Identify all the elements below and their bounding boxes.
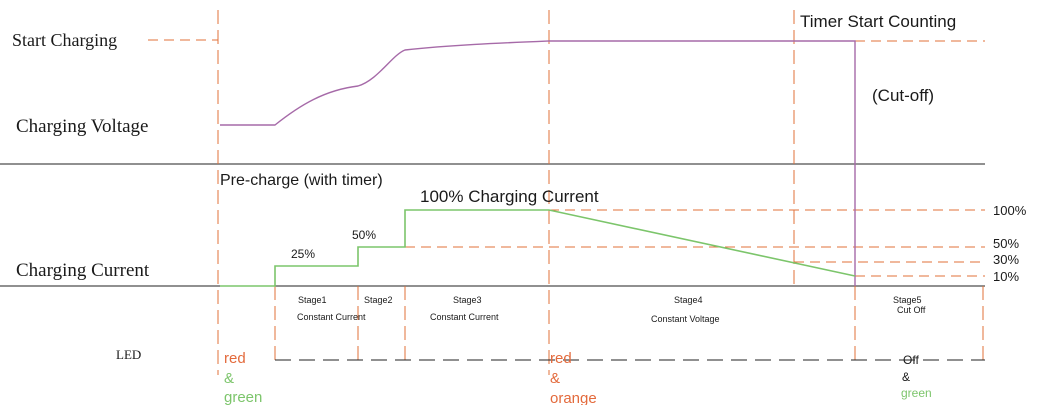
reference-lines (148, 39, 985, 277)
level-50-label: 50% (993, 236, 1019, 251)
voltage-curve (220, 40, 856, 286)
stage4-subtitle: Constant Voltage (651, 314, 720, 324)
stage4-title: Stage4 (674, 295, 703, 305)
led-amp-1: & (224, 370, 234, 387)
charging-current-label: Charging Current (16, 260, 150, 281)
level-100-label: 100% (993, 203, 1027, 218)
pct-50-step-label: 50% (352, 228, 376, 242)
stage1-title: Stage1 (298, 295, 327, 305)
led-label: LED (116, 347, 141, 362)
stage3-title: Stage3 (453, 295, 482, 305)
pct-25-label: 25% (291, 247, 315, 261)
stage-dividers (217, 10, 984, 375)
current-curve (220, 209, 856, 287)
pre-charge-label: Pre-charge (with timer) (220, 172, 383, 189)
cut-off-label: (Cut-off) (872, 86, 934, 105)
led-amp-3: & (902, 370, 910, 384)
stage1-subtitle: Constant Current (297, 312, 366, 322)
stage5-subtitle: Cut Off (897, 305, 926, 315)
stage2-title: Stage2 (364, 295, 393, 305)
led-green-1: green (224, 389, 262, 405)
full-current-label: 100% Charging Current (420, 187, 599, 206)
led-red-1: red (224, 350, 246, 367)
stage3-subtitle: Constant Current (430, 312, 499, 322)
charging-voltage-label: Charging Voltage (16, 116, 148, 137)
led-amp-2: & (550, 370, 560, 387)
level-10-label: 10% (993, 269, 1019, 284)
led-orange-2: orange (550, 390, 597, 405)
led-green-3: green (901, 386, 932, 400)
timer-start-label: Timer Start Counting (800, 12, 956, 31)
stage5-title: Stage5 (893, 295, 922, 305)
start-charging-label: Start Charging (12, 30, 117, 50)
led-off-3: Off (903, 353, 919, 367)
led-red-2: red (550, 350, 572, 367)
level-30-label: 30% (993, 252, 1019, 267)
